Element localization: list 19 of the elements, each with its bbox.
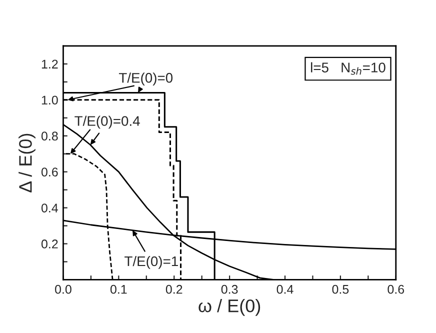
y-tick-label: 0.4 [41,204,58,212]
x-tick-label: 0.6 [388,284,404,294]
annotation: T/E(0)=0 [118,72,173,86]
x-tick-label: 0.4 [276,284,294,294]
annotation: l=5 N$_{sh}$=10 [311,62,386,75]
y-tick-label: 1.2 [42,60,58,68]
x-tick-label: 0.5 [332,284,349,294]
x-tick-label: 0.3 [221,284,238,294]
annotation: T/E(0)=0.4 [74,116,140,129]
y-tick-label: 1.0 [42,96,58,105]
x-tick-label: 0.0 [55,284,72,294]
annotation: T/E(0)=1 [124,256,178,269]
y-tick-label: 0.6 [41,168,58,176]
y-tick-label: 0.8 [41,132,58,141]
x-tick-label: 0.1 [110,284,127,294]
y-tick-label: 0.2 [41,240,58,248]
x-tick-label: 0.2 [166,284,182,294]
y-axis-title: Δ / E(0) [18,134,36,192]
x-axis-title: ω / E(0) [198,299,260,316]
